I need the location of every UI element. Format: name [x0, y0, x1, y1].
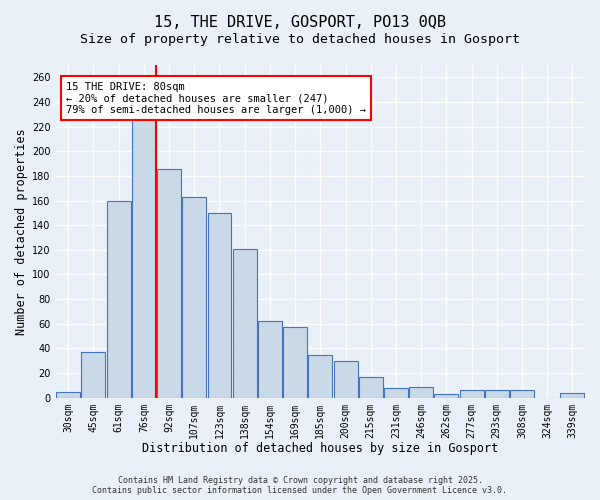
Bar: [208, 213, 232, 398]
Text: Size of property relative to detached houses in Gosport: Size of property relative to detached ho…: [80, 32, 520, 46]
Bar: [334, 361, 358, 398]
Bar: [283, 328, 307, 398]
Bar: [132, 94, 156, 398]
Bar: [485, 390, 509, 398]
Bar: [82, 352, 106, 398]
Bar: [308, 354, 332, 398]
Bar: [409, 386, 433, 398]
Text: Contains HM Land Registry data © Crown copyright and database right 2025.
Contai: Contains HM Land Registry data © Crown c…: [92, 476, 508, 495]
Bar: [434, 394, 458, 398]
Bar: [56, 392, 80, 398]
Text: 15 THE DRIVE: 80sqm
← 20% of detached houses are smaller (247)
79% of semi-detac: 15 THE DRIVE: 80sqm ← 20% of detached ho…: [66, 82, 366, 115]
Bar: [359, 377, 383, 398]
Bar: [182, 197, 206, 398]
Bar: [107, 200, 131, 398]
Bar: [460, 390, 484, 398]
Bar: [510, 390, 534, 398]
Bar: [258, 322, 282, 398]
Bar: [560, 393, 584, 398]
Bar: [157, 168, 181, 398]
Bar: [384, 388, 408, 398]
Y-axis label: Number of detached properties: Number of detached properties: [15, 128, 28, 334]
Bar: [233, 248, 257, 398]
Text: 15, THE DRIVE, GOSPORT, PO13 0QB: 15, THE DRIVE, GOSPORT, PO13 0QB: [154, 15, 446, 30]
X-axis label: Distribution of detached houses by size in Gosport: Distribution of detached houses by size …: [142, 442, 499, 455]
